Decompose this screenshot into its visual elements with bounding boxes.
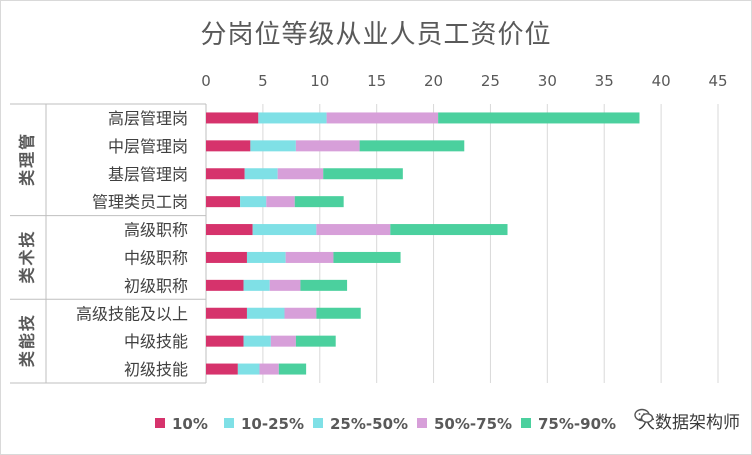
bar-segment bbox=[300, 279, 348, 291]
category-label: 高级职称 bbox=[124, 221, 188, 240]
x-tick-label: 5 bbox=[258, 72, 268, 90]
group-label: 类 bbox=[18, 350, 37, 367]
bar-segment bbox=[333, 251, 401, 263]
watermark: 大数据架构师 bbox=[634, 408, 740, 433]
legend-swatch bbox=[224, 418, 234, 428]
bar-segment bbox=[269, 279, 301, 291]
bar-segment bbox=[237, 363, 260, 375]
bar-segment bbox=[206, 363, 238, 375]
legend-swatch bbox=[417, 418, 427, 428]
category-label: 基层管理岗 bbox=[108, 165, 188, 184]
bar-segment bbox=[295, 140, 360, 152]
bar-segment bbox=[206, 168, 245, 180]
category-label: 管理类员工岗 bbox=[92, 193, 188, 212]
bar-segment bbox=[244, 168, 278, 180]
group-label: 技 bbox=[18, 314, 37, 331]
x-tick-label: 40 bbox=[652, 72, 671, 90]
wechat-icon bbox=[634, 408, 654, 423]
bar-segment bbox=[323, 168, 403, 180]
category-label: 初级技能 bbox=[124, 360, 188, 379]
bar-segment bbox=[316, 224, 391, 236]
group-label: 管 bbox=[18, 134, 37, 150]
bar-segment bbox=[206, 307, 247, 319]
category-label: 中级技能 bbox=[124, 332, 188, 351]
legend-label: 50%-75% bbox=[434, 415, 512, 433]
category-label: 高级技能及以上 bbox=[76, 304, 188, 323]
legend-label: 10% bbox=[172, 415, 208, 433]
watermark-text: 大数据架构师 bbox=[638, 413, 740, 433]
bar-segment bbox=[266, 196, 295, 208]
x-tick-label: 35 bbox=[595, 72, 614, 90]
group-label: 类 bbox=[18, 169, 37, 186]
bar-segment bbox=[243, 279, 270, 291]
category-label: 中层管理岗 bbox=[108, 137, 188, 156]
bar-segment bbox=[246, 251, 286, 263]
bar-segment bbox=[284, 307, 317, 319]
bar-segment bbox=[285, 251, 334, 263]
bar-segment bbox=[243, 335, 271, 347]
group-label: 类 bbox=[18, 266, 37, 283]
legend-label: 75%-90% bbox=[538, 415, 616, 433]
x-tick-label: 15 bbox=[367, 72, 386, 90]
bar-segment bbox=[326, 112, 439, 124]
category-label: 中级职称 bbox=[124, 248, 188, 267]
bar-segment bbox=[295, 335, 336, 347]
bar-segment bbox=[359, 140, 465, 152]
group-label: 能 bbox=[18, 333, 37, 349]
chart-title: 分岗位等级从业人员工资价位 bbox=[200, 20, 552, 50]
bar-segment bbox=[240, 196, 267, 208]
bar-segment bbox=[277, 168, 324, 180]
bar-segment bbox=[206, 112, 259, 124]
x-tick-label: 10 bbox=[310, 72, 329, 90]
legend-label: 10-25% bbox=[241, 415, 304, 433]
group-label: 术 bbox=[18, 249, 37, 266]
bar-segment bbox=[252, 224, 317, 236]
bar-segment bbox=[250, 140, 296, 152]
bar-segment bbox=[259, 363, 279, 375]
x-tick-label: 45 bbox=[708, 72, 727, 90]
group-label: 技 bbox=[18, 230, 37, 247]
bar-segment bbox=[206, 279, 244, 291]
legend-swatch bbox=[155, 418, 165, 428]
bar-segment bbox=[246, 307, 285, 319]
bar-segment bbox=[294, 196, 344, 208]
bar-segment bbox=[206, 251, 247, 263]
bar-segment bbox=[258, 112, 327, 124]
legend-label: 25%-50% bbox=[330, 415, 408, 433]
bar-segment bbox=[206, 140, 251, 152]
category-label: 高层管理岗 bbox=[108, 109, 188, 128]
group-label: 理 bbox=[18, 152, 37, 168]
bar-segment bbox=[438, 112, 640, 124]
bar-segment bbox=[278, 363, 307, 375]
bar-segment bbox=[206, 224, 253, 236]
bar-segment bbox=[206, 335, 244, 347]
legend-swatch bbox=[521, 418, 531, 428]
x-tick-label: 20 bbox=[424, 72, 443, 90]
x-tick-label: 0 bbox=[201, 72, 211, 90]
bar-segment bbox=[206, 196, 241, 208]
bar-segment bbox=[270, 335, 296, 347]
bar-segment bbox=[316, 307, 361, 319]
x-tick-label: 25 bbox=[481, 72, 500, 90]
bar-segment bbox=[390, 224, 508, 236]
category-label: 初级职称 bbox=[124, 276, 188, 295]
legend-swatch bbox=[313, 418, 323, 428]
x-tick-label: 30 bbox=[538, 72, 557, 90]
